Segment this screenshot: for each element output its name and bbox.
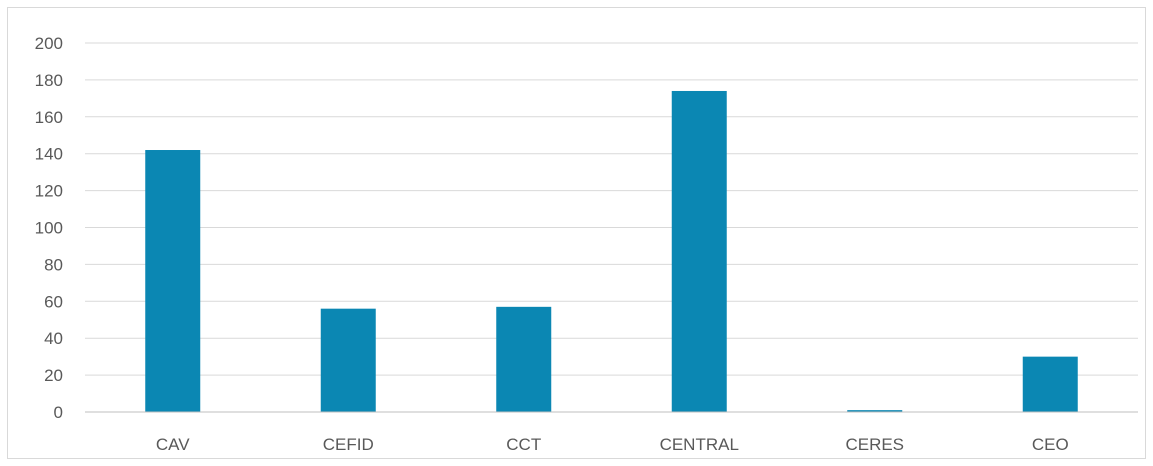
gridlines [85,42,1138,376]
bar-cct [496,306,552,412]
y-tick-label: 80 [44,255,63,274]
y-tick-label: 140 [35,145,63,164]
bar-ceo [1022,356,1078,412]
y-axis-ticks: 0 20 40 60 80 100 120 140 160 180 200 [35,34,63,422]
y-tick-label: 180 [35,71,63,90]
y-tick-label: 40 [44,329,63,348]
bar-cefid [320,308,376,412]
y-tick-label: 120 [35,182,63,201]
bar-ceres [847,410,903,412]
chart-area: 0 20 40 60 80 100 120 140 160 180 200 CAV CEFID CCT C… [7,7,1146,459]
x-tick-label: CENTRAL [660,435,739,454]
x-tick-label: CEO [1032,435,1069,454]
y-tick-label: 0 [54,403,63,422]
x-axis-ticks: CAV CEFID CCT CENTRAL CERES CEO [156,435,1069,454]
bars [145,90,1078,412]
y-tick-label: 200 [35,34,63,53]
x-tick-label: CAV [156,435,190,454]
x-tick-label: CCT [506,435,541,454]
y-tick-label: 60 [44,292,63,311]
x-tick-label: CEFID [323,435,374,454]
bar-cav [145,150,201,412]
x-tick-label: CERES [845,435,904,454]
y-tick-label: 20 [44,366,63,385]
y-tick-label: 160 [35,108,63,127]
y-tick-label: 100 [35,219,63,238]
bar-central [671,90,727,412]
